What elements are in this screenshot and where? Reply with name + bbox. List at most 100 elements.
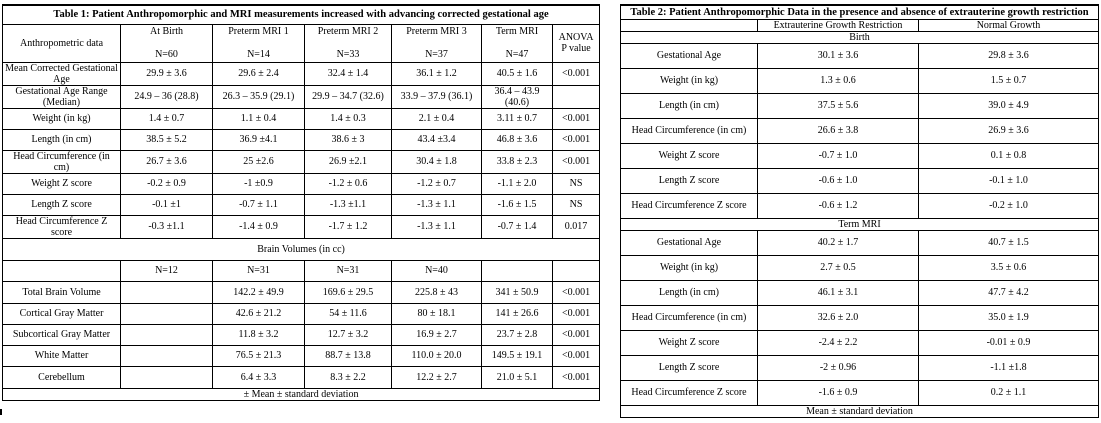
p-value: <0.001	[551, 365, 601, 389]
table-row: Weight (in kg) 2.7 ± 0.5 3.5 ± 0.6	[620, 254, 1100, 281]
table-cell: -1.3 ± 1.1	[391, 214, 482, 239]
table-cell: -0.7 ± 1.0	[757, 142, 919, 169]
table-cell: -1.2 ± 0.6	[304, 172, 392, 195]
table-cell: 1.1 ± 0.4	[212, 107, 305, 130]
table-cell: 39.0 ± 4.9	[917, 92, 1100, 119]
table-cell: -0.7 ± 1.4	[481, 214, 553, 239]
table-row: Cortical Gray Matter 42.6 ± 21.2 54 ± 11…	[2, 302, 601, 325]
table-cell: 36.4 – 43.9 (40.6)	[481, 84, 553, 109]
p-value: <0.001	[551, 323, 601, 346]
table-cell: 11.8 ± 3.2	[212, 323, 305, 346]
table-cell: 8.3 ± 2.2	[304, 365, 392, 389]
table-row: Total Brain Volume 142.2 ± 49.9 169.6 ± …	[2, 280, 601, 304]
table-cell: 26.9 ±2.1	[304, 149, 392, 174]
table-row: Gestational Age Range (Median) 24.9 – 36…	[2, 84, 601, 109]
row-label: Head Circumference (in cm)	[620, 304, 758, 331]
table-row: Length (in cm) 46.1 ± 3.1 47.7 ± 4.2	[620, 279, 1100, 306]
row-label: Subcortical Gray Matter	[2, 323, 121, 346]
p-value: NS	[551, 172, 601, 195]
brain-n: N=31	[212, 259, 305, 282]
row-label: Length (in cm)	[2, 128, 121, 151]
row-label: Gestational Age	[620, 42, 758, 69]
table-row: Length (in cm) 38.5 ± 5.2 36.9 ±4.1 38.6…	[2, 128, 601, 151]
row-label: Length (in cm)	[620, 92, 758, 119]
table-cell: 29.9 ± 3.6	[120, 61, 213, 86]
table-cell: -1.1 ± 2.0	[481, 172, 553, 195]
table-cell: -1.1 ±1.8	[917, 354, 1100, 381]
header-column: Preterm MRI 2 N=33	[304, 23, 392, 63]
table-cell: 38.6 ± 3	[304, 128, 392, 151]
row-label: Head Circumference Z score	[620, 379, 758, 406]
header-column: Normal Growth	[917, 18, 1100, 32]
row-label: Weight (in kg)	[620, 254, 758, 281]
table-row: Length (in cm) 37.5 ± 5.6 39.0 ± 4.9	[620, 92, 1100, 119]
row-label: White Matter	[2, 344, 121, 367]
table-cell: 21.0 ± 5.1	[481, 365, 553, 389]
table-cell: 29.8 ± 3.6	[917, 42, 1100, 69]
row-label: Length Z score	[620, 354, 758, 381]
table-cell: 26.6 ± 3.8	[757, 117, 919, 144]
table-cell: 30.1 ± 3.6	[757, 42, 919, 69]
brain-n: N=31	[304, 259, 392, 282]
table-2: Table 2: Patient Anthropomorphic Data in…	[619, 4, 1100, 418]
table-row: Mean Corrected Gestational Age 29.9 ± 3.…	[2, 61, 601, 86]
table-cell: -2.4 ± 2.2	[757, 329, 919, 356]
birth-section-title: Birth	[619, 30, 1100, 44]
table-row: Head Circumference Z score -0.6 ± 1.2 -0…	[620, 192, 1100, 219]
row-label: Length Z score	[2, 193, 121, 216]
table-row: Head Circumference (in cm) 26.7 ± 3.6 25…	[2, 149, 601, 174]
table-cell: 32.6 ± 2.0	[757, 304, 919, 331]
table-cell: 225.8 ± 43	[391, 280, 482, 304]
table-1-title: Table 1: Patient Anthropomorphic and MRI…	[1, 4, 601, 25]
header-column: At Birth N=60	[120, 23, 213, 63]
table-row: Cerebellum 6.4 ± 3.3 8.3 ± 2.2 12.2 ± 2.…	[2, 365, 601, 389]
table-1: Table 1: Patient Anthropomorphic and MRI…	[1, 4, 601, 401]
header-column: Term MRI N=47	[481, 23, 553, 63]
row-label: Mean Corrected Gestational Age	[2, 61, 121, 86]
table-2-title: Table 2: Patient Anthropomorphic Data in…	[619, 4, 1100, 20]
table-cell: 43.4 ±3.4	[391, 128, 482, 151]
table-cell: 341 ± 50.9	[481, 280, 553, 304]
table-cell: 26.3 – 35.9 (29.1)	[212, 84, 305, 109]
table-cell: 0.1 ± 0.8	[917, 142, 1100, 169]
table-cell: 1.4 ± 0.3	[304, 107, 392, 130]
table-cell: 37.5 ± 5.6	[757, 92, 919, 119]
table-cell: -0.1 ± 1.0	[917, 167, 1100, 194]
table-cell: -0.6 ± 1.2	[757, 192, 919, 219]
table-cell: 110.0 ± 20.0	[391, 344, 482, 367]
p-value: <0.001	[551, 107, 601, 130]
table-row: Head Circumference Z score -1.6 ± 0.9 0.…	[620, 379, 1100, 406]
table-2-footer: Mean ± standard deviation	[619, 404, 1100, 418]
term-mri-section-title: Term MRI	[619, 217, 1100, 231]
table-cell: -1.6 ± 1.5	[481, 193, 553, 216]
table-row: Weight (in kg) 1.4 ± 0.7 1.1 ± 0.4 1.4 ±…	[2, 107, 601, 130]
header-column: Preterm MRI 1 N=14	[212, 23, 305, 63]
table-cell: -0.3 ±1.1	[120, 214, 213, 239]
table-cell: 36.1 ± 1.2	[391, 61, 482, 86]
table-cell: -0.2 ± 1.0	[917, 192, 1100, 219]
page-edge-mark	[0, 409, 2, 415]
p-value: NS	[551, 193, 601, 216]
table-cell: 1.5 ± 0.7	[917, 67, 1100, 94]
table-cell: 2.7 ± 0.5	[757, 254, 919, 281]
table-cell: 76.5 ± 21.3	[212, 344, 305, 367]
row-label: Weight Z score	[2, 172, 121, 195]
row-label: Weight (in kg)	[620, 67, 758, 94]
table-cell: 32.4 ± 1.4	[304, 61, 392, 86]
table-cell: 42.6 ± 21.2	[212, 302, 305, 325]
row-label: Total Brain Volume	[2, 280, 121, 304]
row-label: Length (in cm)	[620, 279, 758, 306]
p-value: <0.001	[551, 344, 601, 367]
table-cell: -1.3 ±1.1	[304, 193, 392, 216]
table-row: Length Z score -0.1 ±1 -0.7 ± 1.1 -1.3 ±…	[2, 193, 601, 216]
table-row: Subcortical Gray Matter 11.8 ± 3.2 12.7 …	[2, 323, 601, 346]
table-cell: -0.01 ± 0.9	[917, 329, 1100, 356]
table-cell: 149.5 ± 19.1	[481, 344, 553, 367]
row-label: Weight Z score	[620, 142, 758, 169]
table-cell: 40.5 ± 1.6	[481, 61, 553, 86]
table-cell: -1.2 ± 0.7	[391, 172, 482, 195]
header-anova: ANOVA P value	[551, 23, 601, 63]
table-row: White Matter 76.5 ± 21.3 88.7 ± 13.8 110…	[2, 344, 601, 367]
table-cell: 30.4 ± 1.8	[391, 149, 482, 174]
table-cell: 141 ± 26.6	[481, 302, 553, 325]
